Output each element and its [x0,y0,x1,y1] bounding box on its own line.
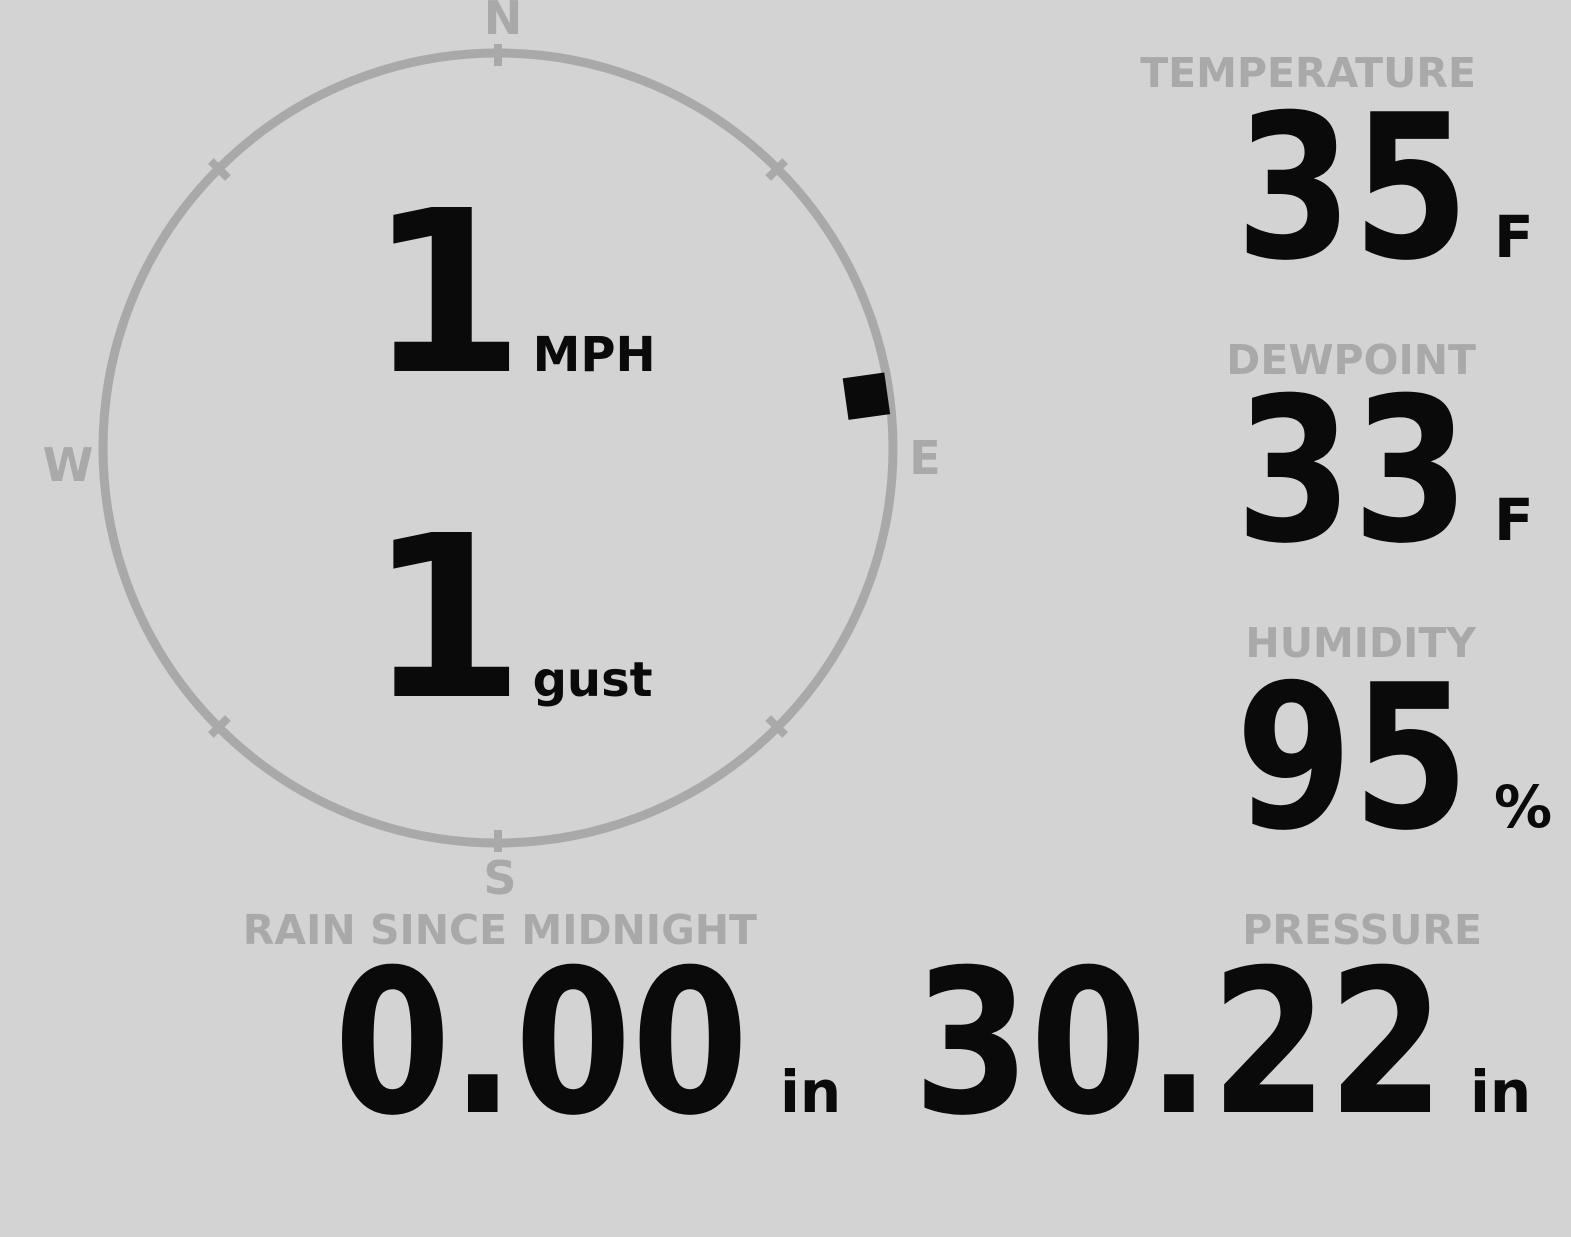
dewpoint-label: DEWPOINT [1226,336,1476,384]
compass-tick-ne [765,158,788,181]
wind-gust-value: 1 [368,488,525,750]
humidity-label: HUMIDITY [1245,619,1476,667]
cardinal-label-south: S [483,851,517,905]
dewpoint-value: 33 [1235,355,1469,588]
pressure-value: 30.22 [913,927,1445,1160]
dewpoint-value-line: 33 F [1191,372,1550,572]
wind-speed-unit: MPH [532,327,656,383]
pressure-label: PRESSURE [1242,906,1482,954]
wind-speed-value: 1 [368,163,525,425]
wind-gust-label: gust [532,652,653,708]
cardinal-label-west: W [42,438,94,492]
humidity-unit: % [1494,773,1553,841]
pressure-value-line: 30.22 in [812,927,1532,1160]
humidity-value: 95 [1235,642,1469,875]
pressure-unit: in [1470,1058,1532,1126]
cardinal-label-east: E [909,431,941,485]
temperature-unit: F [1494,203,1534,271]
wind-gust: 1 gust [368,507,653,732]
temperature-label: TEMPERATURE [1140,49,1476,97]
temperature-value: 35 [1235,72,1469,305]
rain-since-midnight-value-line: 0.00 in [255,927,841,1160]
dewpoint-unit: F [1494,486,1534,554]
compass-tick-se [765,715,788,738]
humidity-value-line: 95 % [1191,642,1553,875]
compass-tick-sw [208,715,231,738]
wind-direction-indicator [842,372,891,420]
temperature-value-line: 35 F [1191,89,1550,289]
cardinal-label-north: N [483,0,523,45]
wind-speed: 1 MPH [368,182,656,407]
rain-since-midnight-value: 0.00 [333,927,748,1160]
compass-tick-nw [208,158,231,181]
rain-since-midnight-label: RAIN SINCE MIDNIGHT [242,906,757,954]
